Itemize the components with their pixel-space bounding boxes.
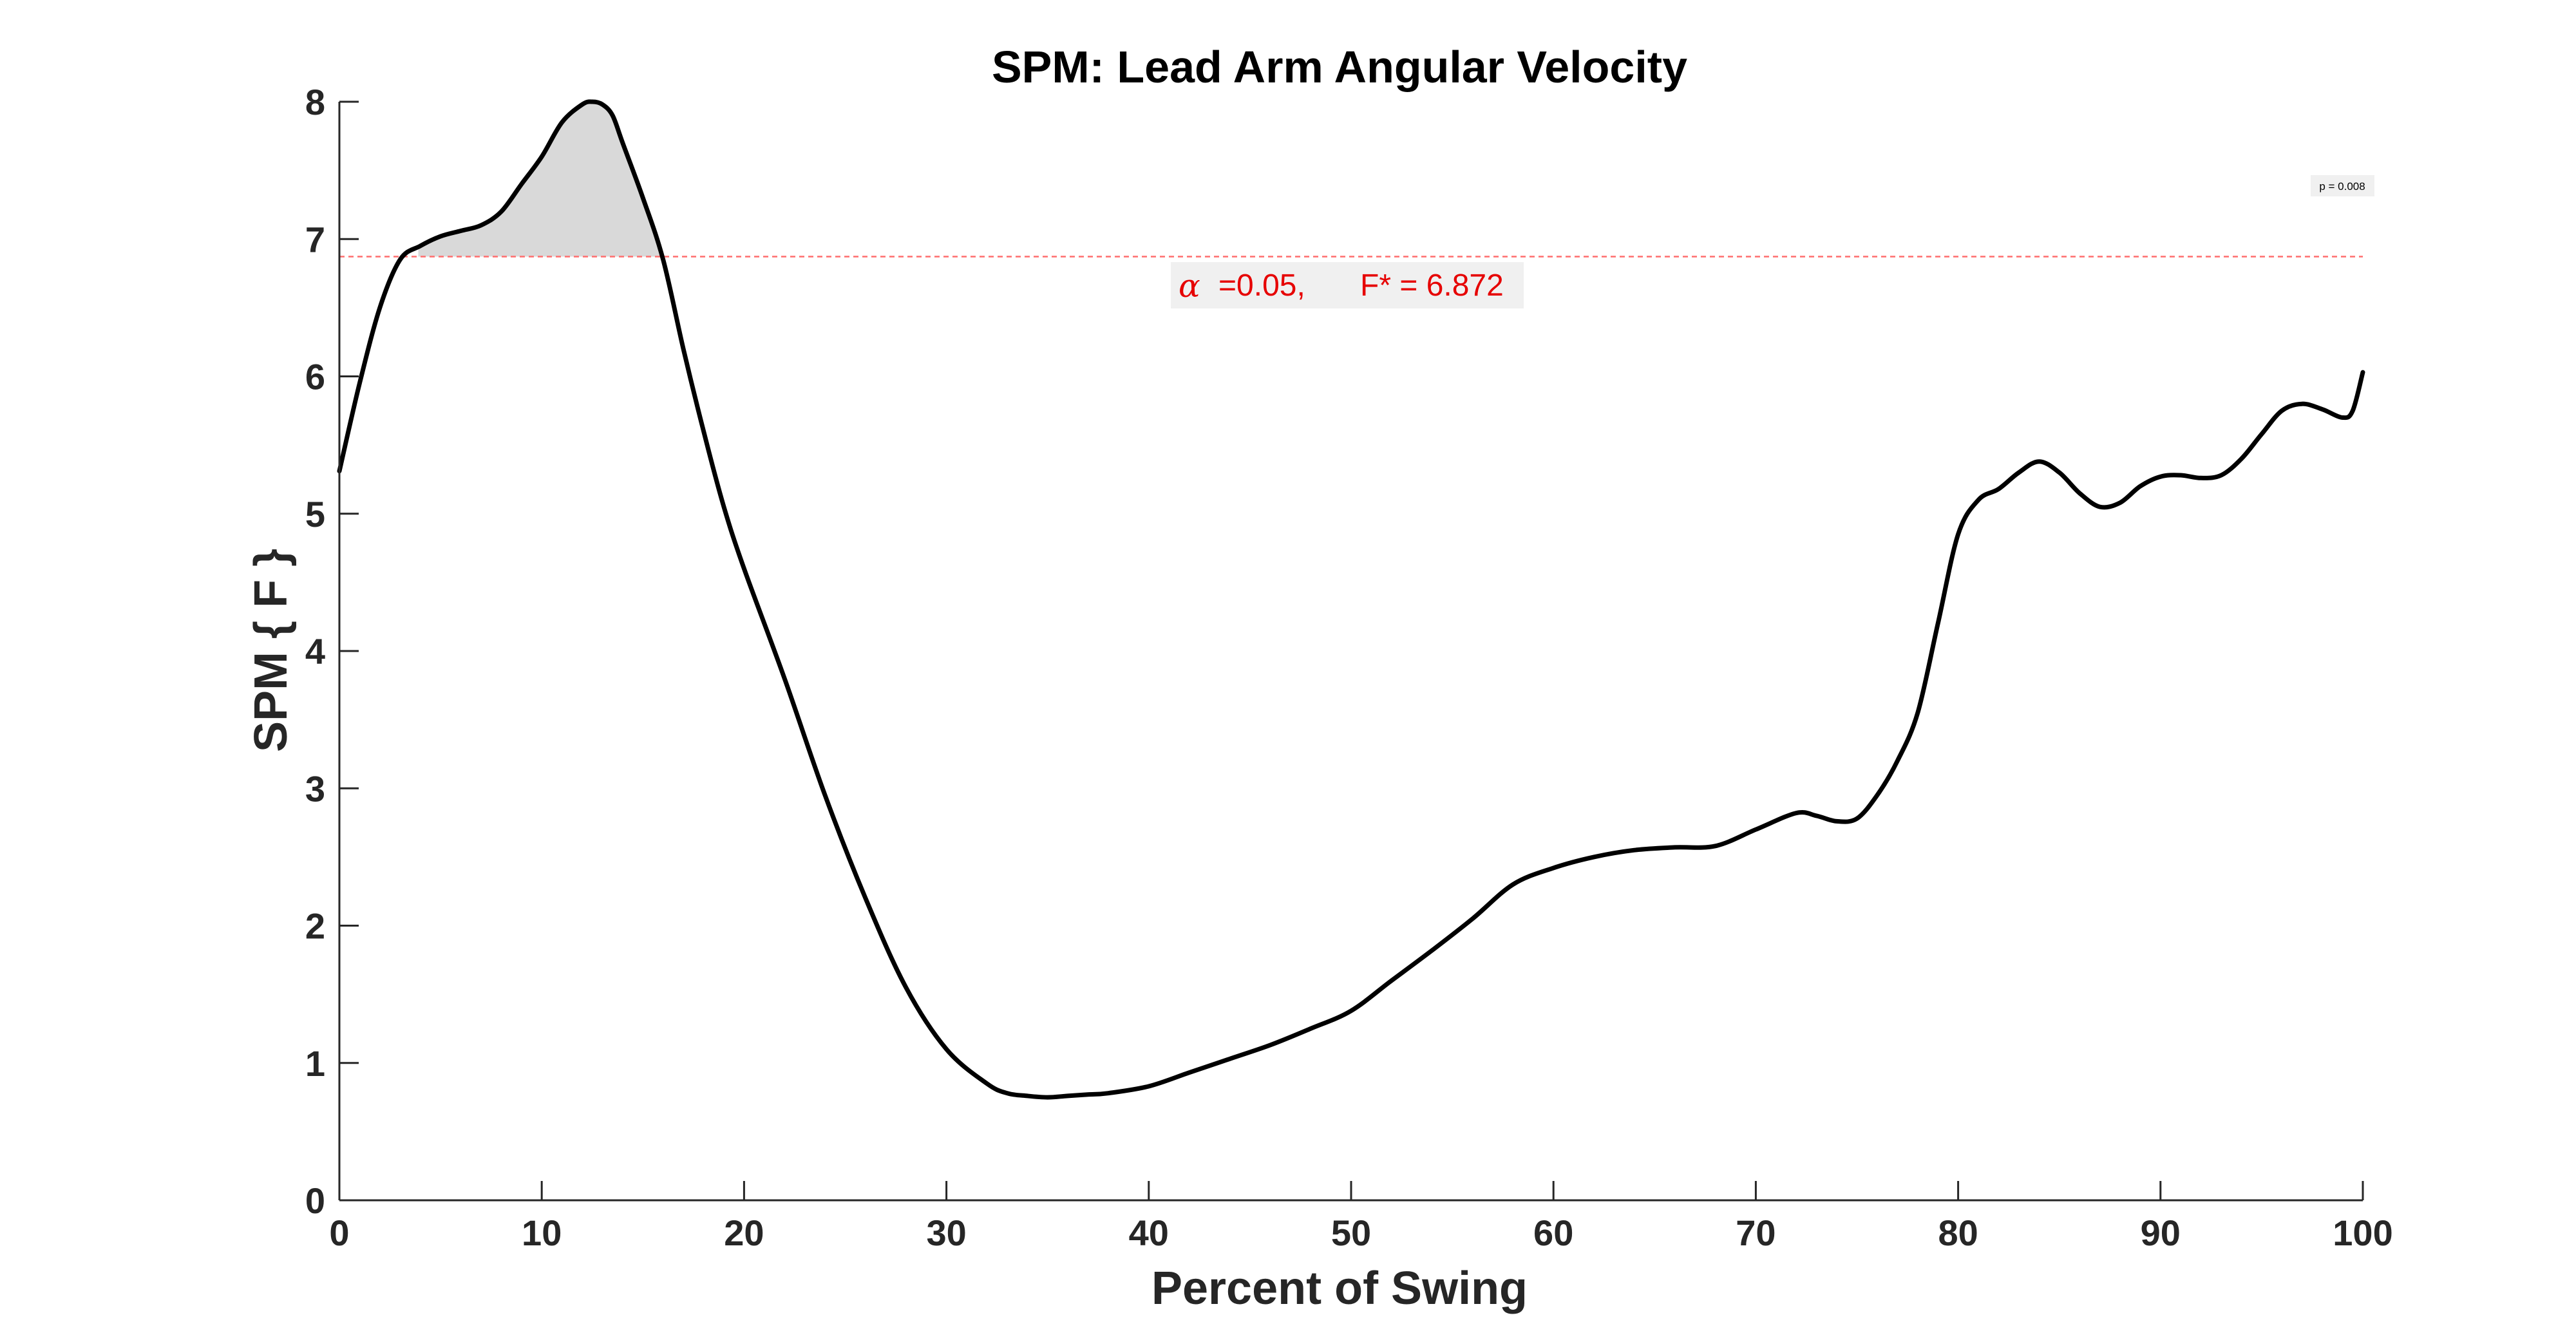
x-tick-label: 80 — [1938, 1213, 1978, 1253]
y-tick-label: 8 — [305, 82, 325, 122]
x-tick-label: 40 — [1129, 1213, 1169, 1253]
x-tick-label: 30 — [926, 1213, 966, 1253]
x-axis-label: Percent of Swing — [1151, 1263, 1528, 1314]
x-tick-label: 90 — [2141, 1213, 2181, 1253]
y-ticks: 0 1 2 3 4 5 6 7 8 — [305, 82, 359, 1221]
y-tick-label: 3 — [305, 768, 325, 809]
y-axis-label: SPM { F } — [245, 549, 297, 752]
alpha-value: =0.05, — [1218, 269, 1305, 303]
x-tick-label: 70 — [1736, 1213, 1776, 1253]
y-tick-label: 2 — [305, 906, 325, 947]
cluster-fill — [418, 102, 672, 257]
y-tick-label: 7 — [305, 219, 325, 260]
alpha-symbol: α — [1179, 267, 1200, 305]
annotation-background — [1171, 262, 1524, 308]
p-value-box: p = 0.008 — [2311, 175, 2374, 196]
x-tick-label: 60 — [1533, 1213, 1573, 1253]
y-tick-label: 4 — [305, 631, 325, 672]
x-tick-label: 20 — [724, 1213, 764, 1253]
y-tick-label: 1 — [305, 1043, 325, 1084]
x-tick-label: 0 — [329, 1213, 349, 1253]
critical-f-value: F* = 6.872 — [1360, 269, 1504, 303]
x-tick-label: 10 — [522, 1213, 562, 1253]
x-tick-label: 50 — [1331, 1213, 1371, 1253]
supra-threshold-cluster — [418, 102, 672, 257]
p-value-label: p = 0.008 — [2319, 180, 2365, 193]
y-tick-label: 6 — [305, 357, 325, 397]
chart-title: SPM: Lead Arm Angular Velocity — [992, 42, 1687, 92]
p-value-background — [2311, 175, 2374, 196]
y-tick-label: 0 — [305, 1180, 325, 1221]
spm-f-curve — [337, 99, 2365, 1100]
x-ticks: 0 10 20 30 40 50 60 70 80 90 100 — [329, 1181, 2393, 1253]
threshold-annotation: α =0.05, F* = 6.872 — [1171, 262, 1524, 308]
y-tick-label: 5 — [305, 494, 325, 534]
x-tick-label: 100 — [2333, 1213, 2392, 1253]
